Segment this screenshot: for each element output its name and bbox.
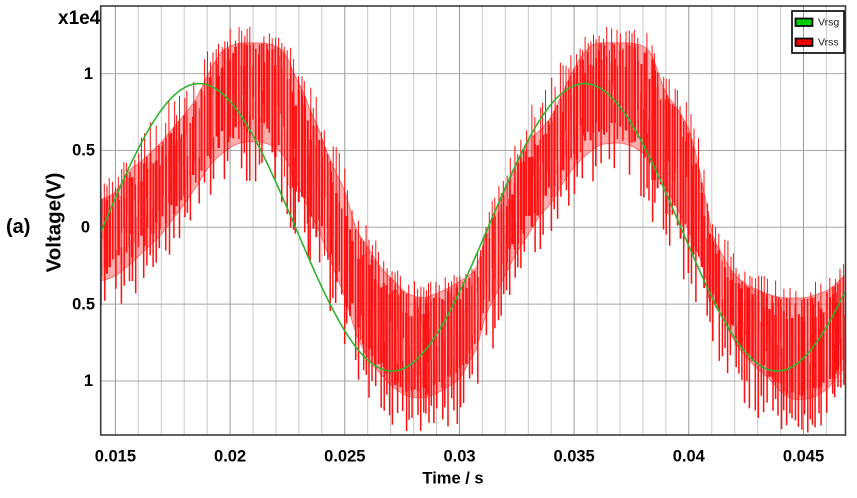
svg-text:0.025: 0.025 xyxy=(324,448,365,466)
svg-text:Vrsg: Vrsg xyxy=(818,17,839,29)
svg-text:0.03: 0.03 xyxy=(443,448,475,466)
svg-text:(a): (a) xyxy=(6,216,30,238)
svg-text:0.02: 0.02 xyxy=(214,448,246,466)
svg-text:Voltage(V): Voltage(V) xyxy=(43,173,66,273)
svg-text:Time / s: Time / s xyxy=(422,470,483,488)
svg-text:0.015: 0.015 xyxy=(95,448,136,466)
svg-text:1: 1 xyxy=(84,65,93,83)
svg-text:x1e4: x1e4 xyxy=(58,8,101,29)
svg-text:1: 1 xyxy=(84,372,93,390)
svg-text:0.04: 0.04 xyxy=(673,448,706,466)
svg-text:0: 0 xyxy=(81,219,90,237)
svg-text:0.5: 0.5 xyxy=(72,142,95,160)
svg-text:Vrss: Vrss xyxy=(818,37,839,49)
svg-text:0.5: 0.5 xyxy=(72,295,95,313)
svg-text:0.035: 0.035 xyxy=(553,448,594,466)
svg-text:0.045: 0.045 xyxy=(783,448,824,466)
